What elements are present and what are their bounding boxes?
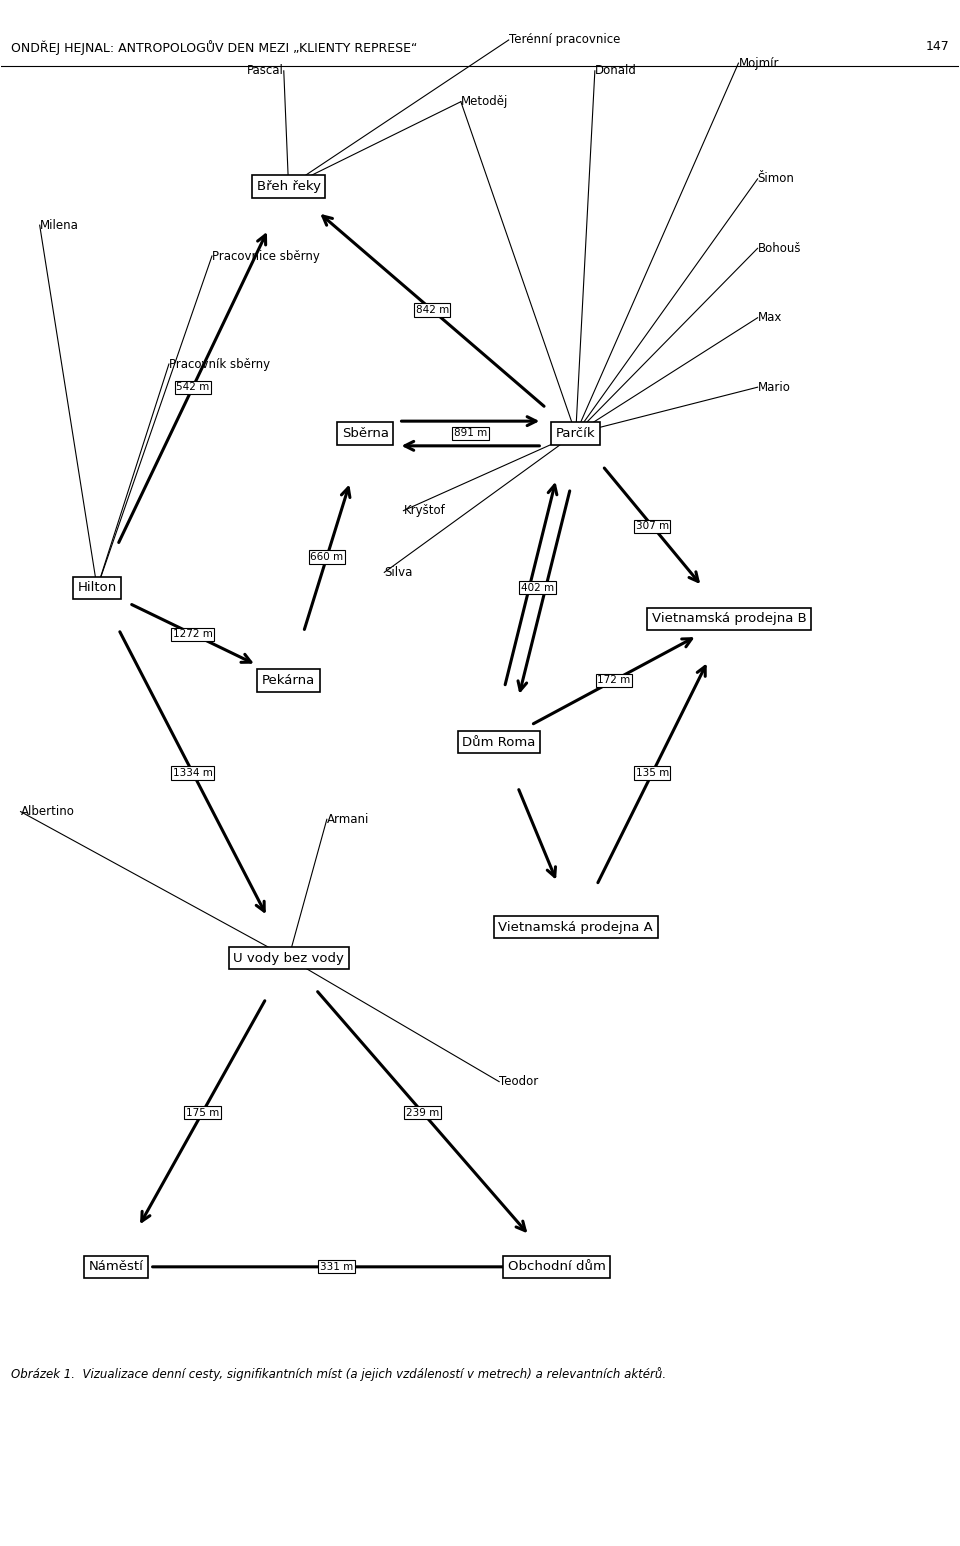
Text: Milena: Milena <box>39 218 79 232</box>
Text: Silva: Silva <box>384 566 413 578</box>
Text: Albertino: Albertino <box>20 805 75 818</box>
Text: Parčík: Parčík <box>556 427 595 441</box>
Text: Teodor: Teodor <box>499 1074 539 1088</box>
Text: 402 m: 402 m <box>521 583 554 592</box>
Text: Metoděj: Metoděj <box>461 96 508 108</box>
Text: Vietnamská prodejna A: Vietnamská prodejna A <box>498 921 653 934</box>
Text: Pascal: Pascal <box>247 65 284 77</box>
Text: 891 m: 891 m <box>454 428 487 439</box>
Text: Obchodní dům: Obchodní dům <box>508 1260 606 1274</box>
Text: 147: 147 <box>925 40 949 53</box>
Text: Břeh řeky: Břeh řeky <box>256 179 321 193</box>
Text: 307 m: 307 m <box>636 521 669 532</box>
Text: 239 m: 239 m <box>406 1107 439 1118</box>
Text: Mojmír: Mojmír <box>738 57 779 70</box>
Text: Mario: Mario <box>757 380 790 394</box>
Text: Hilton: Hilton <box>78 581 117 594</box>
Text: Max: Max <box>757 311 782 325</box>
Text: 172 m: 172 m <box>597 676 631 685</box>
Text: Vietnamská prodejna B: Vietnamská prodejna B <box>652 612 806 625</box>
Text: 842 m: 842 m <box>416 305 448 315</box>
Text: Pracovnice sběrny: Pracovnice sběrny <box>212 249 320 263</box>
Text: 331 m: 331 m <box>320 1262 353 1272</box>
Text: Armani: Armani <box>326 813 370 826</box>
Text: Pracovník sběrny: Pracovník sběrny <box>169 357 270 371</box>
Text: 542 m: 542 m <box>177 382 209 393</box>
Text: Obrázek 1.  Vizualizace denní cesty, signifikantních míst (a jejich vzdáleností : Obrázek 1. Vizualizace denní cesty, sign… <box>11 1367 666 1381</box>
Text: 1272 m: 1272 m <box>173 629 213 638</box>
Text: Pekárna: Pekárna <box>262 674 315 686</box>
Text: U vody bez vody: U vody bez vody <box>233 952 344 965</box>
Text: Kryštof: Kryštof <box>403 504 445 518</box>
Text: 175 m: 175 m <box>186 1107 219 1118</box>
Text: Dům Roma: Dům Roma <box>463 736 536 748</box>
Text: Šimon: Šimon <box>757 172 795 186</box>
Text: ONDŘEJ HEJNAL: ANTROPOLOGŮV DEN MEZI „KLIENTY REPRESE“: ONDŘEJ HEJNAL: ANTROPOLOGŮV DEN MEZI „KL… <box>11 40 418 56</box>
Text: 1334 m: 1334 m <box>173 768 213 778</box>
Text: Terénní pracovnice: Terénní pracovnice <box>509 34 620 46</box>
Text: Donald: Donald <box>595 65 636 77</box>
Text: 135 m: 135 m <box>636 768 669 778</box>
Text: Náměstí: Náměstí <box>89 1260 144 1274</box>
Text: 660 m: 660 m <box>310 552 344 561</box>
Text: Sběrna: Sběrna <box>342 427 389 441</box>
Text: Bohouš: Bohouš <box>757 241 801 255</box>
